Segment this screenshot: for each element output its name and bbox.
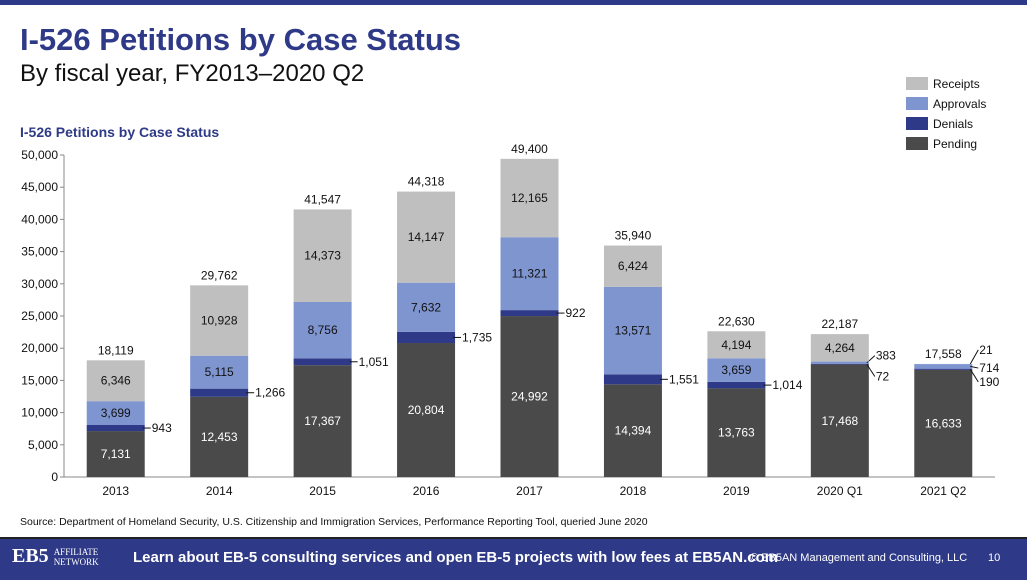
- legend-swatch: [906, 97, 928, 110]
- legend-swatch: [906, 137, 928, 150]
- data-label: 1,735: [462, 330, 492, 344]
- data-label: 13,571: [615, 324, 652, 338]
- y-tick-label: 15,000: [21, 373, 58, 387]
- data-label: 190: [979, 375, 999, 389]
- data-label: 12,165: [511, 191, 548, 205]
- data-label: 7,131: [101, 447, 131, 461]
- total-label: 35,940: [615, 229, 652, 243]
- total-label: 22,630: [718, 314, 755, 328]
- x-tick-label: 2016: [413, 484, 440, 498]
- x-tick-label: 2015: [309, 484, 336, 498]
- bar-approvals: [811, 362, 869, 364]
- data-label: 17,468: [821, 414, 858, 428]
- total-label: 17,558: [925, 347, 962, 361]
- data-label: 1,266: [255, 386, 285, 400]
- data-label: 6,424: [618, 259, 648, 273]
- y-tick-label: 25,000: [21, 309, 58, 323]
- data-label: 12,453: [201, 430, 238, 444]
- data-label: 6,346: [101, 374, 131, 388]
- x-tick-label: 2021 Q2: [920, 484, 966, 498]
- page-number: 10: [988, 552, 1000, 564]
- data-label: 14,147: [408, 230, 445, 244]
- data-label: 943: [152, 421, 172, 435]
- y-tick-label: 45,000: [21, 180, 58, 194]
- legend-swatch: [906, 117, 928, 130]
- bar-denials: [87, 425, 145, 431]
- x-tick-label: 2020 Q1: [817, 484, 863, 498]
- total-label: 22,187: [821, 317, 858, 331]
- y-tick-label: 50,000: [21, 148, 58, 162]
- copyright: © EB5AN Management and Consulting, LLC: [750, 552, 967, 564]
- data-label: 72: [876, 370, 890, 384]
- data-label: 24,992: [511, 390, 548, 404]
- data-label: 3,659: [721, 363, 751, 377]
- total-label: 44,318: [408, 175, 445, 189]
- total-label: 41,547: [304, 192, 341, 206]
- x-tick-label: 2018: [620, 484, 647, 498]
- y-tick-label: 20,000: [21, 341, 58, 355]
- chart: 0 5,000 10,000 15,000 20,000 25,000 30,000 35,0…: [0, 0, 1027, 510]
- data-label: 714: [979, 361, 999, 375]
- data-label: 4,264: [825, 341, 855, 355]
- data-label: 7,632: [411, 300, 441, 314]
- data-label: 5,115: [205, 365, 234, 379]
- total-label: 18,119: [98, 343, 134, 357]
- y-tick-label: 10,000: [21, 406, 58, 420]
- data-label: 14,394: [615, 424, 652, 438]
- y-tick-label: 30,000: [21, 277, 58, 291]
- data-label: 1,551: [669, 372, 699, 386]
- data-label: 8,756: [308, 323, 338, 337]
- bar-denials: [604, 374, 662, 384]
- data-label: 1,014: [772, 378, 802, 392]
- y-tick-label: 0: [51, 470, 58, 484]
- data-label: 20,804: [408, 403, 445, 417]
- data-label: 4,194: [721, 338, 751, 352]
- total-label: 49,400: [511, 142, 548, 156]
- data-label: 17,367: [304, 414, 341, 428]
- data-label: 11,321: [512, 267, 548, 281]
- bar-denials: [190, 389, 248, 397]
- data-label: 21: [979, 343, 993, 357]
- data-label: 13,763: [718, 426, 755, 440]
- data-label: 14,373: [304, 249, 341, 263]
- source-note: Source: Department of Homeland Security,…: [20, 516, 648, 528]
- data-label: 922: [566, 306, 586, 320]
- data-label: 16,633: [925, 416, 962, 430]
- bar-denials: [397, 332, 455, 343]
- legend-swatch: [906, 77, 928, 90]
- legend-label: Receipts: [933, 77, 980, 91]
- total-label: 29,762: [201, 268, 238, 282]
- data-label: 1,051: [359, 355, 389, 369]
- leader-line: [970, 350, 978, 364]
- data-label: 10,928: [201, 314, 238, 328]
- y-tick-label: 5,000: [28, 438, 58, 452]
- bar-denials: [501, 310, 559, 316]
- x-tick-label: 2013: [102, 484, 129, 498]
- x-tick-label: 2019: [723, 484, 750, 498]
- bar-denials: [914, 369, 972, 370]
- data-label: 383: [876, 349, 896, 363]
- bar-denials: [707, 382, 765, 389]
- x-tick-label: 2014: [206, 484, 233, 498]
- data-label: 3,699: [101, 406, 131, 420]
- footer-cta[interactable]: Learn about EB-5 consulting services and…: [133, 549, 778, 566]
- legend-label: Denials: [933, 117, 973, 131]
- bar-approvals: [914, 364, 972, 369]
- x-tick-label: 2017: [516, 484, 543, 498]
- legend-label: Approvals: [933, 97, 986, 111]
- y-tick-label: 40,000: [21, 212, 58, 226]
- y-tick-label: 35,000: [21, 245, 58, 259]
- legend-label: Pending: [933, 137, 977, 151]
- bar-denials: [294, 358, 352, 365]
